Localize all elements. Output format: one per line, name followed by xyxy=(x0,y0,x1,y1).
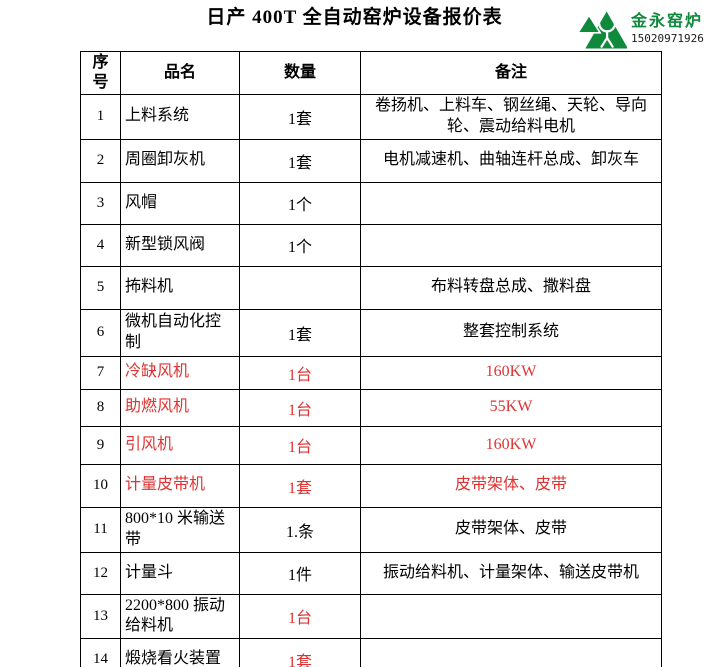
quotation-table: 序号 品名 数量 备注 1 上料系统 1套 卷扬机、上料车、钢丝绳、天轮、导向轮、震动… xyxy=(80,51,662,667)
item-name-cell: 冷缺风机 xyxy=(120,355,240,390)
quantity-cell: 1台 xyxy=(239,388,361,427)
row-number-cell: 12 xyxy=(80,551,121,595)
row-number-cell: 7 xyxy=(80,355,121,390)
col-header-quantity: 数量 xyxy=(239,51,361,95)
item-name-cell: 风帽 xyxy=(120,181,240,225)
row-number-cell: 14 xyxy=(80,638,121,667)
logo-triangles-icon xyxy=(577,11,627,49)
item-name-cell: 2200*800 振动给料机 xyxy=(120,593,240,640)
row-number-cell: 13 xyxy=(80,593,121,640)
item-name-cell: 计量皮带机 xyxy=(120,463,240,508)
item-name-cell: 煅烧看火装置 xyxy=(120,638,240,667)
col-header-item-name: 品名 xyxy=(120,51,240,95)
row-number-cell: 4 xyxy=(80,223,121,267)
company-name: 金永窑炉 xyxy=(631,13,704,30)
table-row: 14 煅烧看火装置 1套 xyxy=(80,638,662,667)
quantity-cell: 1件 xyxy=(239,551,361,595)
quantity-cell xyxy=(239,265,361,310)
remark-cell: 55KW xyxy=(360,388,662,427)
table-row: 7 冷缺风机 1台 160KW xyxy=(80,355,662,390)
row-number-cell: 9 xyxy=(80,425,121,465)
col-header-remark: 备注 xyxy=(360,51,662,95)
item-name-cell: 抪料机 xyxy=(120,265,240,310)
remark-cell xyxy=(360,593,662,640)
quantity-cell: 1套 xyxy=(239,638,361,667)
table-row: 12 计量斗 1件 振动给料机、计量架体、输送皮带机 xyxy=(80,551,662,595)
row-number-cell: 6 xyxy=(80,308,121,357)
quantity-cell: 1台 xyxy=(239,355,361,390)
quantity-cell: 1套 xyxy=(239,463,361,508)
quantity-cell: 1台 xyxy=(239,425,361,465)
row-number-cell: 3 xyxy=(80,181,121,225)
table-row: 6 微机自动化控制 1套 整套控制系统 xyxy=(80,308,662,357)
item-name-cell: 周圈卸灰机 xyxy=(120,138,240,183)
remark-cell: 皮带架体、皮带 xyxy=(360,506,662,553)
company-phone: 15020971926 xyxy=(631,32,704,45)
item-name-cell: 新型锁风阀 xyxy=(120,223,240,267)
table-row: 3 风帽 1个 xyxy=(80,181,662,225)
table-body: 1 上料系统 1套 卷扬机、上料车、钢丝绳、天轮、导向轮、震动给料电机 2 周圈卸灰机 1套… xyxy=(80,94,662,667)
quantity-cell: 1个 xyxy=(239,223,361,267)
company-logo: 金永窑炉 15020971926 xyxy=(577,9,704,51)
row-number-cell: 5 xyxy=(80,265,121,310)
item-name-cell: 计量斗 xyxy=(120,551,240,595)
row-number-cell: 8 xyxy=(80,388,121,427)
item-name-cell: 助燃风机 xyxy=(120,388,240,427)
remark-cell: 皮带架体、皮带 xyxy=(360,463,662,508)
row-number-cell: 10 xyxy=(80,463,121,508)
col-header-serial: 序号 xyxy=(80,51,121,95)
remark-cell: 整套控制系统 xyxy=(360,308,662,357)
remark-cell: 布料转盘总成、撒料盘 xyxy=(360,265,662,310)
item-name-cell: 上料系统 xyxy=(120,94,240,140)
row-number-cell: 2 xyxy=(80,138,121,183)
quantity-cell: 1.条 xyxy=(239,506,361,553)
table-row: 5 抪料机 布料转盘总成、撒料盘 xyxy=(80,265,662,310)
table-row: 1 上料系统 1套 卷扬机、上料车、钢丝绳、天轮、导向轮、震动给料电机 xyxy=(80,94,662,140)
item-name-cell: 微机自动化控制 xyxy=(120,308,240,357)
table-row: 10 计量皮带机 1套 皮带架体、皮带 xyxy=(80,463,662,508)
row-number-cell: 1 xyxy=(80,94,121,140)
quantity-cell: 1个 xyxy=(239,181,361,225)
table-row: 11 800*10 米输送带 1.条 皮带架体、皮带 xyxy=(80,506,662,553)
item-name-cell: 800*10 米输送带 xyxy=(120,506,240,553)
remark-cell xyxy=(360,181,662,225)
row-number-cell: 11 xyxy=(80,506,121,553)
table-row: 8 助燃风机 1台 55KW xyxy=(80,388,662,427)
remark-cell: 160KW xyxy=(360,355,662,390)
quantity-cell: 1套 xyxy=(239,308,361,357)
quantity-cell: 1台 xyxy=(239,593,361,640)
table-header-row: 序号 品名 数量 备注 xyxy=(80,51,662,95)
remark-cell: 卷扬机、上料车、钢丝绳、天轮、导向轮、震动给料电机 xyxy=(360,94,662,140)
remark-cell xyxy=(360,223,662,267)
quantity-cell: 1套 xyxy=(239,138,361,183)
page-title: 日产 400T 全自动窑炉设备报价表 xyxy=(206,7,503,28)
remark-cell: 160KW xyxy=(360,425,662,465)
remark-cell: 电机减速机、曲轴连杆总成、卸灰车 xyxy=(360,138,662,183)
remark-cell: 振动给料机、计量架体、输送皮带机 xyxy=(360,551,662,595)
table-row: 9 引风机 1台 160KW xyxy=(80,425,662,465)
table-row: 2 周圈卸灰机 1套 电机减速机、曲轴连杆总成、卸灰车 xyxy=(80,138,662,183)
item-name-cell: 引风机 xyxy=(120,425,240,465)
table-row: 4 新型锁风阀 1个 xyxy=(80,223,662,267)
quantity-cell: 1套 xyxy=(239,94,361,140)
remark-cell xyxy=(360,638,662,667)
table-row: 13 2200*800 振动给料机 1台 xyxy=(80,593,662,640)
